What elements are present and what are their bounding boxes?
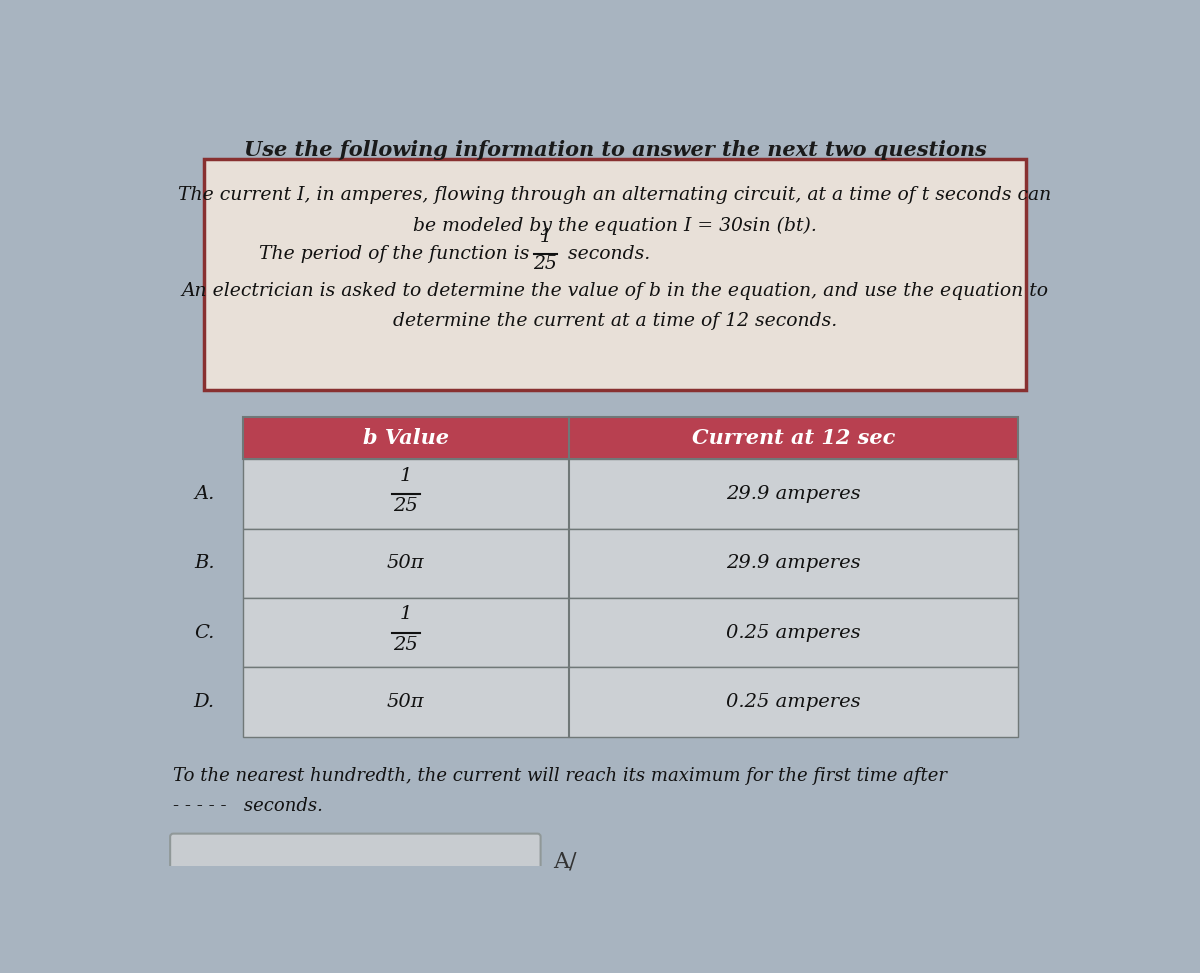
Text: 50π: 50π [386,555,425,572]
Text: A/: A/ [553,850,576,873]
Text: determine the current at a time of 12 seconds.: determine the current at a time of 12 se… [392,312,838,331]
Text: 0.25 amperes: 0.25 amperes [726,693,860,711]
Text: A.: A. [194,486,215,503]
Text: 25: 25 [394,497,418,515]
Text: b Value: b Value [362,428,449,449]
Text: Use the following information to answer the next two questions: Use the following information to answer … [244,140,986,160]
Text: 25: 25 [394,635,418,654]
FancyBboxPatch shape [242,528,1018,598]
Text: The period of the function is: The period of the function is [259,245,529,263]
Text: C.: C. [194,624,215,641]
FancyBboxPatch shape [242,417,1018,459]
FancyBboxPatch shape [242,459,1018,528]
FancyBboxPatch shape [242,598,1018,667]
Text: 0.25 amperes: 0.25 amperes [726,624,860,641]
Text: 50π: 50π [386,693,425,711]
FancyBboxPatch shape [170,834,541,890]
Text: B.: B. [194,555,215,572]
Text: be modeled by the equation I = 30sin (bt).: be modeled by the equation I = 30sin (bt… [413,217,817,235]
Text: 29.9 amperes: 29.9 amperes [726,555,860,572]
Text: seconds.: seconds. [563,245,650,263]
Text: 1: 1 [539,228,551,246]
Text: 1: 1 [400,467,412,485]
Text: The current I, in amperes, flowing through an alternating circuit, at a time of : The current I, in amperes, flowing throu… [179,186,1051,204]
Text: Current at 12 sec: Current at 12 sec [691,428,895,449]
Text: To the nearest hundredth, the current will reach its maximum for the first time : To the nearest hundredth, the current wi… [173,768,947,785]
Text: An electrician is asked to determine the value of b in the equation, and use the: An electrician is asked to determine the… [181,282,1049,301]
Text: 1: 1 [400,605,412,624]
Text: D.: D. [193,693,215,711]
FancyBboxPatch shape [204,160,1026,390]
Text: 29.9 amperes: 29.9 amperes [726,486,860,503]
Text: 25: 25 [533,255,557,273]
Text: - - - - -   seconds.: - - - - - seconds. [173,797,323,814]
FancyBboxPatch shape [242,667,1018,737]
